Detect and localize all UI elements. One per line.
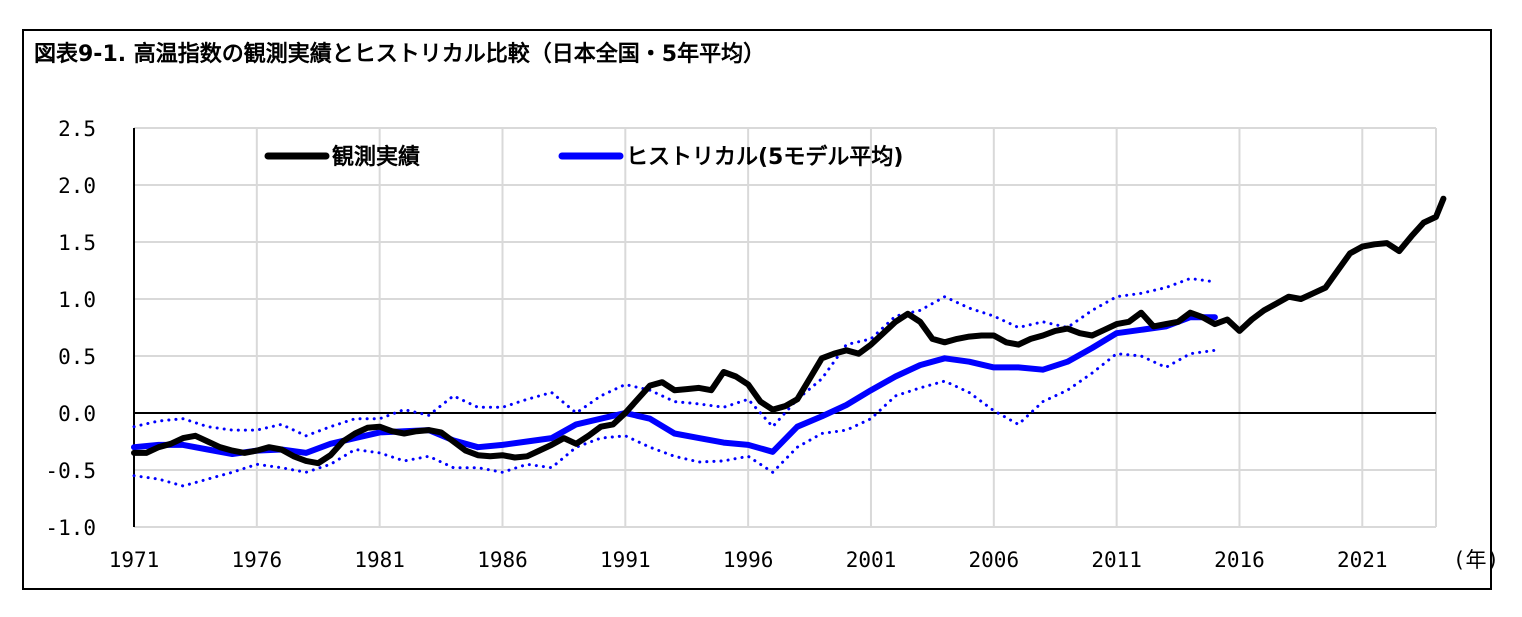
y-tick-label: -1.0 <box>45 516 96 540</box>
observed-series-line <box>131 195 1447 467</box>
x-tick-label: 2021 <box>1337 548 1388 572</box>
historical-series-line <box>131 314 1218 457</box>
historical-upper-bound-line <box>132 277 1217 438</box>
x-tick-label: 1986 <box>477 548 528 572</box>
y-tick-label: 0.0 <box>58 402 96 426</box>
legend-item-historical-label: ヒストリカル(5モデル平均) <box>626 144 903 170</box>
chart-frame <box>22 29 1492 590</box>
x-tick-label: 2016 <box>1214 548 1265 572</box>
y-tick-label: 1.0 <box>58 288 96 312</box>
x-tick-label: 2006 <box>969 548 1020 572</box>
x-tick-label: 2001 <box>846 548 897 572</box>
y-tick-label: 0.5 <box>58 345 96 369</box>
grid-lines <box>133 127 1437 528</box>
y-axis-ticks: 2.5 2.0 1.5 1.0 0.5 0.0 -0.5 -1.0 <box>45 117 96 540</box>
x-tick-label: 2011 <box>1091 548 1142 572</box>
x-tick-label: 1991 <box>600 548 651 572</box>
series-group <box>131 195 1447 488</box>
y-tick-label: 1.5 <box>58 231 96 255</box>
chart-title: 図表9-1. 高温指数の観測実績とヒストリカル比較（日本全国・5年平均） <box>34 42 766 67</box>
x-tick-label: 1971 <box>109 548 160 572</box>
historical-lower-bound-line <box>132 348 1217 488</box>
x-tick-label: 1981 <box>354 548 405 572</box>
legend: 観測実績 ヒストリカル(5モデル平均) <box>264 144 903 170</box>
legend-item-observed-label: 観測実績 <box>332 144 420 170</box>
x-axis-ticks: 1971 1976 1981 1986 1991 1996 2001 2006 2011 2016… <box>109 548 1388 572</box>
y-tick-label: 2.5 <box>58 117 96 141</box>
x-tick-label: 1976 <box>232 548 283 572</box>
x-tick-label: 1996 <box>723 548 774 572</box>
y-tick-label: 2.0 <box>58 174 96 198</box>
x-unit-label: (年) <box>1453 548 1499 572</box>
y-tick-label: -0.5 <box>45 459 96 483</box>
